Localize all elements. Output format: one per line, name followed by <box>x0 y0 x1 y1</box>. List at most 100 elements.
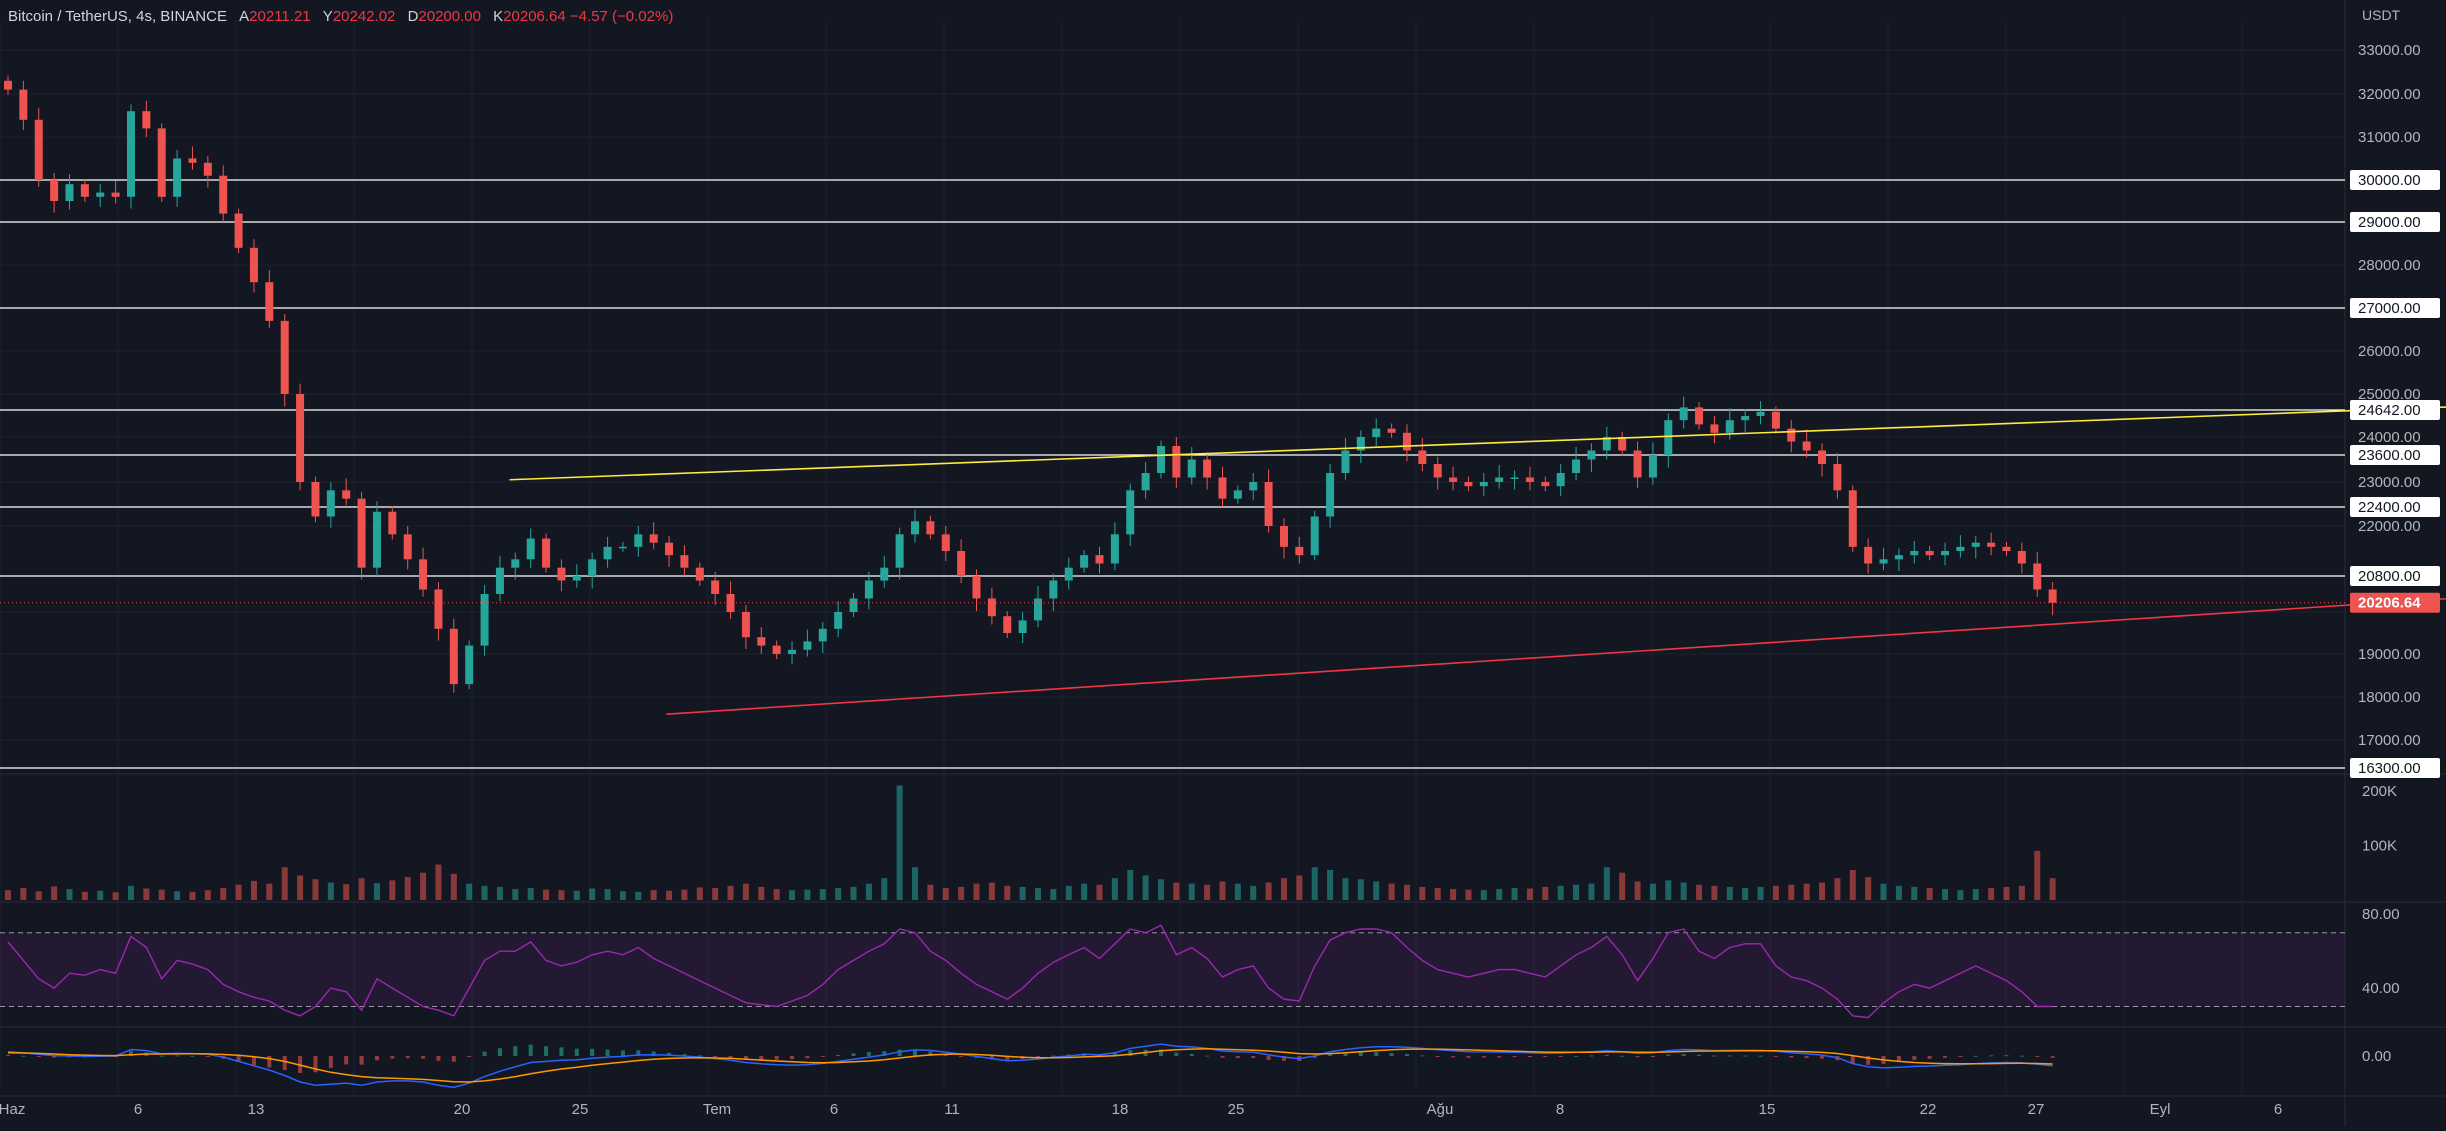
macd-histogram-bar <box>128 1050 133 1056</box>
volume-bar <box>1219 881 1226 900</box>
macd-histogram-bar <box>1866 1056 1871 1065</box>
candle-body <box>1187 459 1196 478</box>
macd-histogram-bar <box>1789 1056 1794 1058</box>
candle-body <box>34 119 43 180</box>
macd-histogram-bar <box>1235 1056 1240 1058</box>
macd-histogram-bar <box>2019 1055 2024 1057</box>
level-label-29000.00: 29000.00 <box>2358 214 2421 231</box>
volume-bar <box>1434 888 1441 900</box>
candle-body <box>1018 620 1027 633</box>
volume-bar <box>1588 883 1595 900</box>
candle-body <box>526 538 535 560</box>
volume-bar <box>1711 885 1718 900</box>
level-tag-27000.00 <box>2350 298 2440 318</box>
volume-bar <box>589 888 596 900</box>
macd-histogram-bar <box>6 1054 10 1056</box>
candle-body <box>265 282 274 321</box>
macd-histogram-bar <box>682 1054 687 1056</box>
volume-bar <box>327 882 334 900</box>
price-tick-17000.00: 17000.00 <box>2358 732 2421 749</box>
candle-body <box>2017 551 2026 564</box>
volume-bar <box>404 877 411 900</box>
price-tick-31000.00: 31000.00 <box>2358 129 2421 146</box>
macd-histogram-bar <box>1543 1056 1548 1058</box>
candle-body <box>1633 450 1642 478</box>
symbol-title[interactable]: Bitcoin / TetherUS, 4s, BINANCE <box>8 8 227 25</box>
candle-body <box>1956 546 1965 551</box>
volume-bar <box>1911 886 1918 900</box>
macd-histogram-bar <box>1604 1054 1609 1056</box>
volume-bar <box>1111 878 1118 900</box>
volume-bar <box>1081 883 1088 900</box>
macd-histogram-bar <box>1036 1056 1040 1058</box>
volume-bar <box>927 884 934 900</box>
macd-histogram-bar <box>344 1056 349 1065</box>
time-tick-16: 6 <box>2274 1101 2282 1118</box>
volume-bar <box>1234 883 1241 900</box>
time-tick-4: 25 <box>572 1101 589 1118</box>
time-tick-0: Haz <box>0 1101 25 1118</box>
macd-histogram-bar <box>1973 1055 1978 1057</box>
candle-body <box>2002 546 2011 551</box>
volume-bar <box>1957 890 1964 900</box>
candle-body <box>234 213 243 248</box>
price-tick-26000.00: 26000.00 <box>2358 343 2421 360</box>
macd-histogram-bar <box>897 1049 902 1056</box>
volume-bar <box>174 891 181 900</box>
volume-bar <box>450 873 457 900</box>
macd-histogram-bar <box>1481 1056 1486 1058</box>
candle-body <box>511 559 520 568</box>
open-label: A <box>239 8 250 25</box>
candle-body <box>1741 415 1750 421</box>
candle-body <box>1156 446 1165 473</box>
candle-body <box>957 551 966 576</box>
candle-body <box>1725 420 1734 433</box>
macd-histogram-bar <box>1527 1056 1532 1058</box>
macd-histogram-bar <box>251 1056 256 1066</box>
candle-body <box>1233 490 1242 499</box>
trendlines <box>509 377 2446 715</box>
volume-bar <box>1880 883 1887 900</box>
volume-bar <box>850 886 857 900</box>
volume-bar <box>1526 888 1533 900</box>
macd-histogram-bar <box>928 1051 933 1056</box>
candle-body <box>1264 482 1273 526</box>
candle-body <box>296 394 305 482</box>
level-label-22400.00: 22400.00 <box>2358 499 2421 516</box>
candle-body <box>1864 546 1873 564</box>
macd-histogram-bar <box>1343 1052 1348 1056</box>
volume-bar <box>1419 886 1426 900</box>
time-tick-1: 6 <box>134 1101 142 1118</box>
volume-bar <box>1972 889 1979 900</box>
macd-histogram-bar <box>159 1055 164 1057</box>
volume-bar <box>1065 885 1072 900</box>
time-tick-13: 22 <box>1920 1101 1937 1118</box>
candle-body <box>1110 534 1119 564</box>
candle-body <box>1894 555 1903 560</box>
time-tick-3: 20 <box>454 1101 471 1118</box>
trendline-resistance[interactable] <box>509 377 2446 481</box>
macd-tick-0.00: 0.00 <box>2362 1048 2391 1065</box>
macd-histogram-bar <box>866 1052 871 1056</box>
trendline-support[interactable] <box>666 526 2446 715</box>
level-label-20800.00: 20800.00 <box>2358 568 2421 585</box>
volume-bar <box>435 864 442 900</box>
macd-histogram-bar <box>1205 1055 1210 1057</box>
candle-body <box>1833 464 1842 491</box>
macd-histogram-bar <box>836 1054 841 1056</box>
volume-bar <box>1834 878 1841 900</box>
volume-bar <box>1035 888 1041 900</box>
macd-histogram-bar <box>1051 1055 1056 1057</box>
candle-body <box>803 641 812 650</box>
candle-body <box>249 247 258 283</box>
candle-body <box>880 567 889 581</box>
volume-bar <box>1019 886 1026 900</box>
level-label-27000.00: 27000.00 <box>2358 300 2421 317</box>
volume-bar <box>958 886 965 900</box>
volume-bar <box>1649 883 1656 900</box>
macd-histogram-bar <box>282 1056 287 1071</box>
time-axis: Haz 6 13 20 25 Tem 6 11 18 25 Ağu 8 15 22 27 Eyl 6 <box>0 1101 2282 1118</box>
macd-histogram-bar <box>1697 1054 1702 1056</box>
